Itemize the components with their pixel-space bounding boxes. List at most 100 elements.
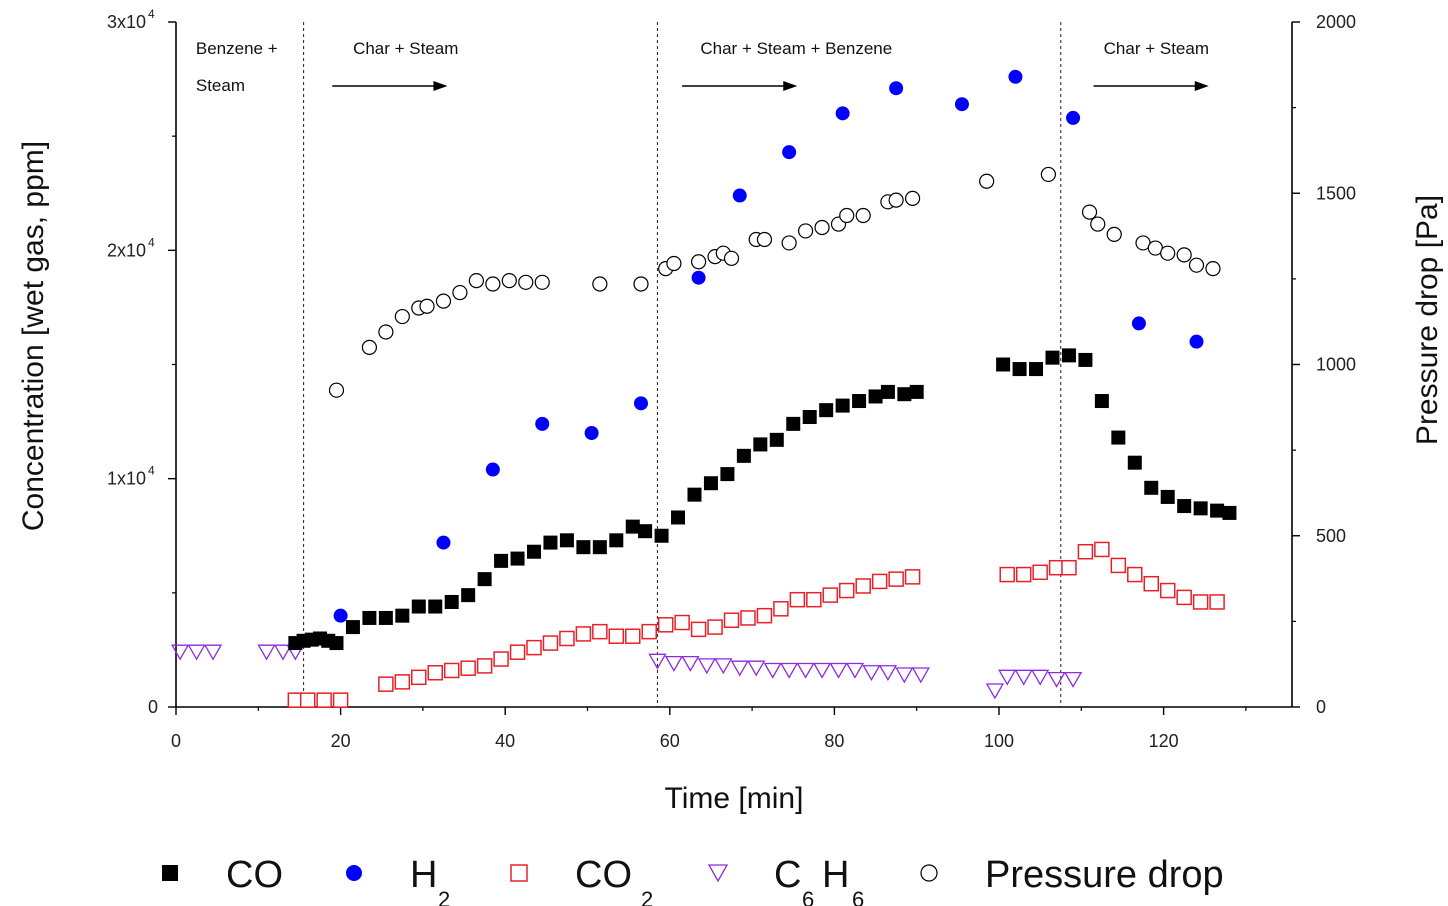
data-point bbox=[461, 588, 476, 603]
y-left-tick-exponent: 4 bbox=[148, 7, 155, 21]
data-point bbox=[714, 658, 733, 675]
data-point bbox=[1131, 316, 1146, 331]
y-right-tick-label: 500 bbox=[1316, 526, 1346, 546]
data-point bbox=[888, 571, 904, 587]
data-point bbox=[996, 357, 1011, 372]
data-point bbox=[769, 432, 784, 447]
y-right-tick-label: 1500 bbox=[1316, 183, 1356, 203]
series-3 bbox=[170, 644, 1083, 700]
data-point bbox=[1031, 669, 1050, 686]
data-point bbox=[1077, 543, 1094, 560]
phase-arrow-head bbox=[783, 81, 798, 91]
data-point bbox=[411, 669, 427, 686]
series-1 bbox=[333, 69, 1204, 623]
data-point bbox=[394, 308, 410, 325]
data-point bbox=[527, 544, 542, 559]
data-point bbox=[378, 676, 394, 692]
data-point bbox=[427, 665, 443, 681]
data-point bbox=[1066, 110, 1081, 125]
data-series bbox=[170, 69, 1237, 708]
data-point bbox=[1160, 489, 1175, 504]
phase-label: Benzene + bbox=[196, 39, 278, 58]
data-point bbox=[723, 250, 740, 266]
data-point bbox=[855, 207, 871, 224]
phase-lines bbox=[303, 22, 1062, 707]
data-point bbox=[687, 487, 702, 502]
data-point bbox=[345, 620, 360, 635]
x-tick-label: 120 bbox=[1149, 731, 1179, 751]
data-point bbox=[501, 272, 517, 289]
data-point bbox=[1094, 394, 1109, 409]
y-left-tick-label: 3x10 bbox=[107, 12, 146, 32]
data-point bbox=[526, 639, 542, 656]
data-point bbox=[666, 255, 682, 272]
x-axis-title: Time [min] bbox=[665, 782, 804, 815]
data-point bbox=[534, 274, 550, 290]
data-point bbox=[460, 660, 476, 676]
data-point bbox=[411, 599, 426, 614]
data-point bbox=[845, 662, 865, 679]
data-point bbox=[1081, 204, 1098, 220]
y-left-tick-exponent: 4 bbox=[148, 235, 155, 249]
data-point bbox=[518, 274, 534, 290]
legend-subscript: 6 bbox=[852, 887, 864, 906]
data-point bbox=[1143, 575, 1160, 592]
data-point bbox=[1205, 261, 1221, 277]
data-point bbox=[535, 416, 550, 431]
data-point bbox=[1045, 350, 1060, 365]
legend-label: H bbox=[410, 854, 437, 896]
legend-marker bbox=[162, 865, 178, 881]
data-point bbox=[361, 339, 378, 355]
data-point bbox=[638, 524, 653, 539]
y-left-tick-label: 1x10 bbox=[107, 469, 146, 489]
series-2 bbox=[287, 541, 1225, 708]
data-point bbox=[1144, 480, 1159, 495]
data-point bbox=[428, 599, 443, 614]
data-point bbox=[1222, 505, 1237, 520]
data-point bbox=[806, 591, 822, 608]
data-point bbox=[897, 387, 912, 402]
data-point bbox=[839, 207, 855, 224]
legend-subscript: 2 bbox=[641, 887, 653, 906]
data-point bbox=[419, 298, 435, 314]
data-point bbox=[1209, 594, 1225, 610]
data-point bbox=[625, 519, 640, 534]
data-point bbox=[468, 272, 484, 289]
data-point bbox=[835, 398, 850, 413]
legend-marker bbox=[346, 865, 362, 881]
data-point bbox=[697, 658, 716, 675]
x-tick-label: 60 bbox=[660, 731, 680, 751]
y-left-tick-label: 2x10 bbox=[107, 240, 146, 260]
data-point bbox=[1127, 455, 1142, 470]
data-point bbox=[979, 173, 995, 189]
data-point bbox=[1210, 503, 1225, 518]
legend-marker bbox=[920, 864, 938, 882]
y-axis-right-title: Pressure drop [Pa] bbox=[1411, 195, 1444, 445]
data-point bbox=[257, 644, 276, 661]
data-point bbox=[333, 608, 348, 623]
phase-label: Char + Steam bbox=[1104, 39, 1209, 58]
data-point bbox=[1014, 669, 1033, 686]
y-left-tick-label: 0 bbox=[148, 697, 158, 717]
phase-label: Char + Steam bbox=[353, 39, 458, 58]
data-point bbox=[1160, 245, 1176, 261]
data-point bbox=[1106, 226, 1122, 242]
data-point bbox=[1090, 216, 1106, 232]
data-point bbox=[494, 553, 509, 568]
data-point bbox=[868, 389, 883, 404]
data-point bbox=[509, 644, 526, 660]
data-point bbox=[756, 607, 773, 624]
data-point bbox=[829, 662, 848, 679]
data-point bbox=[674, 614, 690, 631]
data-point bbox=[436, 535, 451, 550]
data-point bbox=[1127, 566, 1143, 583]
data-point bbox=[329, 636, 344, 651]
data-point bbox=[756, 231, 773, 248]
data-point bbox=[316, 692, 332, 708]
data-point bbox=[362, 610, 377, 625]
legend-label: C bbox=[774, 854, 801, 896]
data-point bbox=[1012, 362, 1027, 377]
data-point bbox=[1188, 257, 1205, 273]
data-point bbox=[592, 623, 608, 640]
